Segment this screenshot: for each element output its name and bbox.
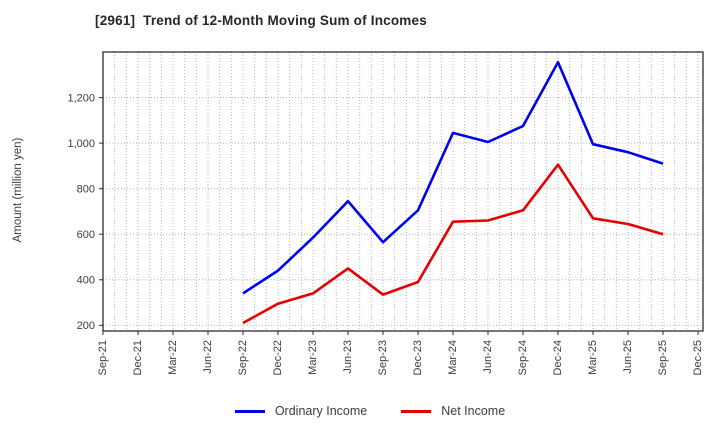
x-tick-label: Mar-23 xyxy=(307,340,319,375)
x-tick-label: Jun-22 xyxy=(202,340,214,374)
net-income-line-swatch xyxy=(401,409,432,413)
y-tick-label: 1,200 xyxy=(67,92,95,104)
x-tick-label: Jun-24 xyxy=(482,340,494,374)
x-tick-label: Dec-22 xyxy=(272,340,284,375)
vertical-gridlines xyxy=(114,52,699,331)
y-tick-label: 800 xyxy=(77,184,95,196)
x-tick-label: Dec-25 xyxy=(692,340,704,375)
horizontal-gridlines-and-yticks: 200 400 600 800 1,000 1,200 xyxy=(67,92,703,332)
y-tick-label: 200 xyxy=(77,320,95,332)
x-tick-label: Dec-21 xyxy=(132,340,144,375)
legend-item-net-income: Net Income xyxy=(401,404,505,418)
legend: Ordinary Income Net Income xyxy=(0,404,720,418)
ordinary-income-line-swatch xyxy=(234,409,265,413)
x-tick-label: Mar-22 xyxy=(167,340,179,375)
x-tick-label: Jun-23 xyxy=(342,340,354,374)
legend-label: Net Income xyxy=(441,404,506,418)
x-ticks: Sep-21 Dec-21 Mar-22 Jun-22 Sep-22 Dec-22 Mar-… xyxy=(97,331,704,375)
y-tick-label: 1,000 xyxy=(67,138,95,150)
y-tick-label: 600 xyxy=(77,229,95,241)
x-tick-label: Mar-25 xyxy=(587,340,599,375)
x-tick-label: Sep-25 xyxy=(657,340,669,375)
ordinary-income-line xyxy=(242,60,664,295)
x-tick-label: Mar-24 xyxy=(447,340,459,375)
legend-item-ordinary-income: Ordinary Income xyxy=(234,404,368,418)
x-tick-label: Dec-24 xyxy=(552,340,564,375)
x-tick-label: Sep-24 xyxy=(517,340,529,375)
x-tick-label: Jun-25 xyxy=(622,340,634,374)
net-income-line xyxy=(242,163,664,325)
x-tick-label: Dec-23 xyxy=(412,340,424,375)
chart-title: [2961] Trend of 12-Month Moving Sum of I… xyxy=(95,13,427,28)
legend-label: Ordinary Income xyxy=(274,404,368,418)
plot-border xyxy=(102,51,704,332)
x-tick-label: Sep-21 xyxy=(97,340,109,375)
y-tick-label: 400 xyxy=(77,275,95,287)
x-tick-label: Sep-23 xyxy=(377,340,389,375)
x-tick-label: Sep-22 xyxy=(237,340,249,375)
